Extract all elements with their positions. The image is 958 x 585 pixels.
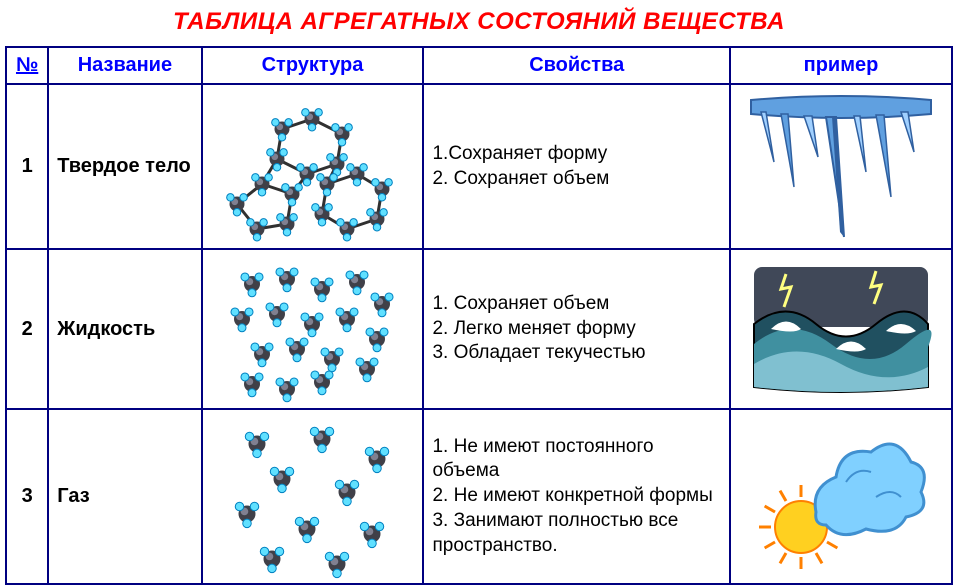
row-num: 2: [6, 249, 48, 409]
states-table: № Название Структура Свойства пример 1Тв…: [5, 46, 953, 585]
table-row: 3Газ: [6, 409, 952, 584]
structure-diagram: [202, 409, 424, 584]
row-properties: 1. Сохраняет объем2. Легко меняет форму3…: [423, 249, 730, 409]
row-name: Жидкость: [48, 249, 201, 409]
table-row: 1Твердое тело: [6, 84, 952, 249]
header-name: Название: [48, 47, 201, 84]
row-name: Твердое тело: [48, 84, 201, 249]
header-row: № Название Структура Свойства пример: [6, 47, 952, 84]
example-illustration: [730, 409, 952, 584]
row-properties: 1.Сохраняет форму2. Сохраняет объем: [423, 84, 730, 249]
example-illustration: [730, 249, 952, 409]
header-example: пример: [730, 47, 952, 84]
table-row: 2Жидкость: [6, 249, 952, 409]
example-illustration: [730, 84, 952, 249]
header-structure: Структура: [202, 47, 424, 84]
row-properties: 1. Не имеют постоянного объема2. Не имею…: [423, 409, 730, 584]
header-properties: Свойства: [423, 47, 730, 84]
header-num: №: [6, 47, 48, 84]
page-title: ТАБЛИЦА АГРЕГАТНЫХ СОСТОЯНИЙ ВЕЩЕСТВА: [0, 0, 958, 46]
row-name: Газ: [48, 409, 201, 584]
structure-diagram: [202, 249, 424, 409]
row-num: 3: [6, 409, 48, 584]
row-num: 1: [6, 84, 48, 249]
structure-diagram: [202, 84, 424, 249]
